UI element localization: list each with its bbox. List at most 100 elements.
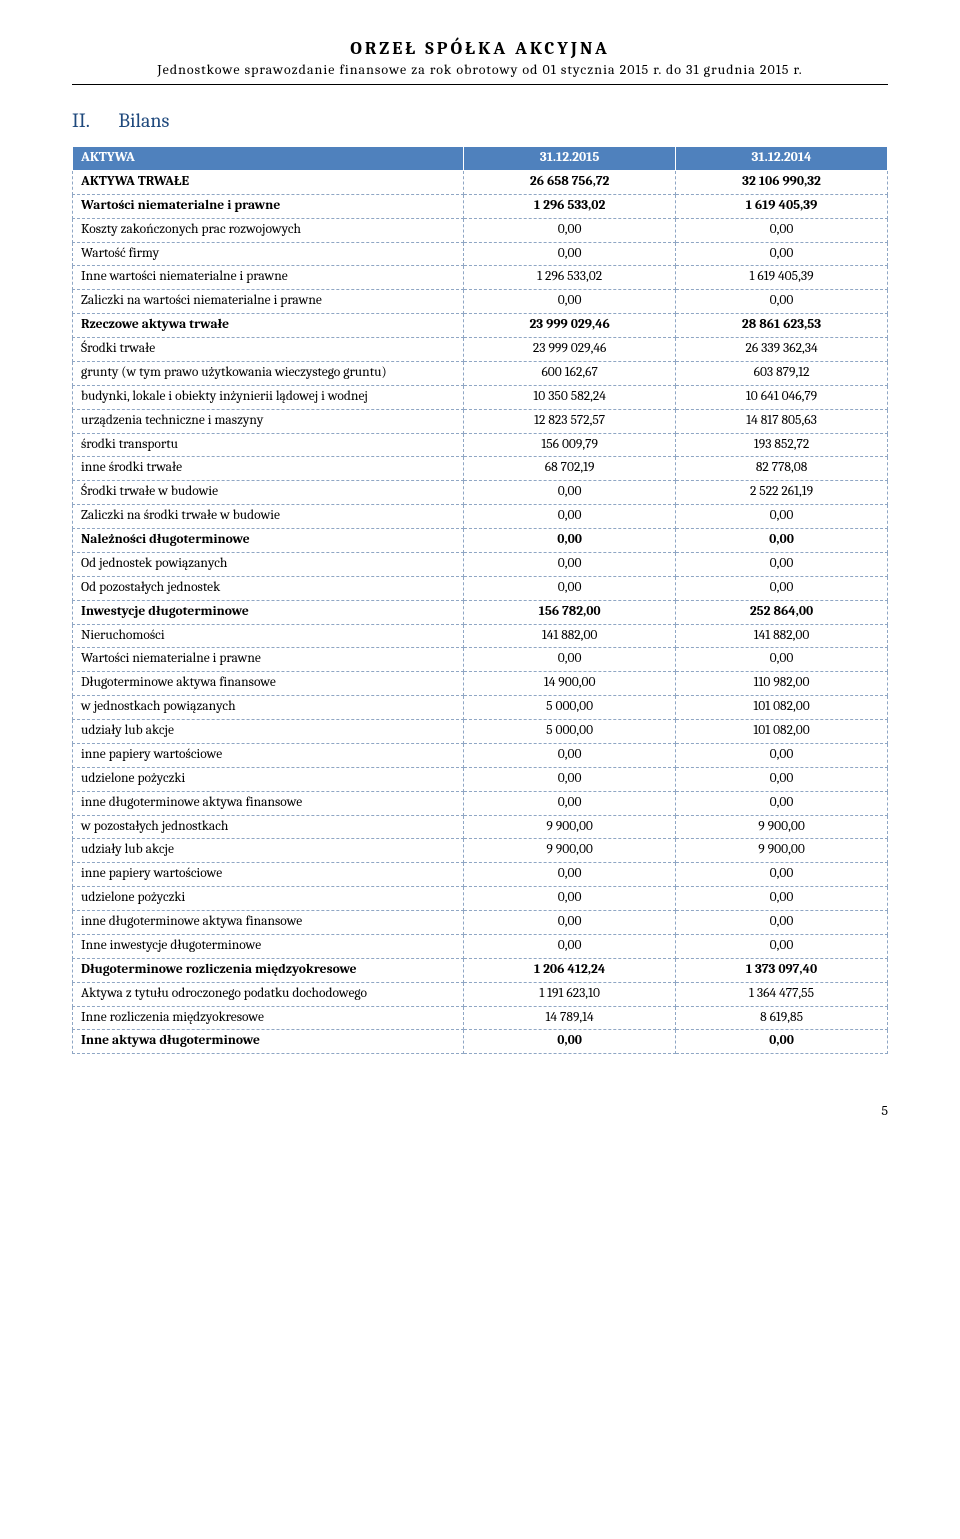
row-value-2: 110 982,00 bbox=[676, 672, 888, 696]
table-row: Inne inwestycje długoterminowe0,000,00 bbox=[73, 934, 888, 958]
row-label: Od pozostałych jednostek bbox=[73, 576, 464, 600]
table-row: udzielone pożyczki0,000,00 bbox=[73, 887, 888, 911]
table-row: Środki trwałe w budowie0,002 522 261,19 bbox=[73, 481, 888, 505]
row-value-1: 10 350 582,24 bbox=[464, 385, 676, 409]
row-value-1: 68 702,19 bbox=[464, 457, 676, 481]
row-label: udzielone pożyczki bbox=[73, 767, 464, 791]
table-row: środki transportu156 009,79193 852,72 bbox=[73, 433, 888, 457]
row-label: Rzeczowe aktywa trwałe bbox=[73, 314, 464, 338]
row-label: Inne inwestycje długoterminowe bbox=[73, 934, 464, 958]
row-value-1: 1 206 412,24 bbox=[464, 958, 676, 982]
row-value-1: 1 191 623,10 bbox=[464, 982, 676, 1006]
row-label: Wartości niematerialne i prawne bbox=[73, 194, 464, 218]
table-header-col1: 31.12.2015 bbox=[464, 147, 676, 171]
table-header-label: AKTYWA bbox=[73, 147, 464, 171]
table-row: Inne aktywa długoterminowe0,000,00 bbox=[73, 1030, 888, 1054]
table-row: grunty (w tym prawo użytkowania wieczyst… bbox=[73, 361, 888, 385]
section-heading: II. Bilans bbox=[72, 109, 888, 132]
section-number: II. bbox=[72, 109, 114, 132]
row-value-2: 1 619 405,39 bbox=[676, 266, 888, 290]
row-value-1: 156 009,79 bbox=[464, 433, 676, 457]
row-value-2: 101 082,00 bbox=[676, 720, 888, 744]
table-row: Długoterminowe rozliczenia międzyokresow… bbox=[73, 958, 888, 982]
row-value-2: 141 882,00 bbox=[676, 624, 888, 648]
table-row: Od pozostałych jednostek0,000,00 bbox=[73, 576, 888, 600]
row-label: Zaliczki na wartości niematerialne i pra… bbox=[73, 290, 464, 314]
row-value-2: 10 641 046,79 bbox=[676, 385, 888, 409]
table-row: inne papiery wartościowe0,000,00 bbox=[73, 863, 888, 887]
table-row: Inwestycje długoterminowe156 782,00252 8… bbox=[73, 600, 888, 624]
row-value-2: 0,00 bbox=[676, 552, 888, 576]
row-label: Środki trwałe w budowie bbox=[73, 481, 464, 505]
row-label: udzielone pożyczki bbox=[73, 887, 464, 911]
row-value-2: 1 373 097,40 bbox=[676, 958, 888, 982]
row-value-1: 0,00 bbox=[464, 290, 676, 314]
row-value-2: 0,00 bbox=[676, 218, 888, 242]
row-value-1: 0,00 bbox=[464, 743, 676, 767]
balance-table: AKTYWA31.12.201531.12.2014AKTYWA TRWAŁE2… bbox=[72, 146, 888, 1054]
row-value-2: 28 861 623,53 bbox=[676, 314, 888, 338]
row-label: Od jednostek powiązanych bbox=[73, 552, 464, 576]
row-value-1: 0,00 bbox=[464, 934, 676, 958]
table-row: Środki trwałe23 999 029,4626 339 362,34 bbox=[73, 338, 888, 362]
row-label: inne papiery wartościowe bbox=[73, 863, 464, 887]
row-value-1: 5 000,00 bbox=[464, 720, 676, 744]
row-value-2: 0,00 bbox=[676, 648, 888, 672]
row-value-2: 26 339 362,34 bbox=[676, 338, 888, 362]
row-value-1: 0,00 bbox=[464, 218, 676, 242]
row-value-2: 0,00 bbox=[676, 887, 888, 911]
table-row: Nieruchomości141 882,00141 882,00 bbox=[73, 624, 888, 648]
row-label: AKTYWA TRWAŁE bbox=[73, 170, 464, 194]
row-value-1: 26 658 756,72 bbox=[464, 170, 676, 194]
table-row: Długoterminowe aktywa finansowe14 900,00… bbox=[73, 672, 888, 696]
row-label: inne długoterminowe aktywa finansowe bbox=[73, 911, 464, 935]
row-value-1: 0,00 bbox=[464, 863, 676, 887]
table-row: budynki, lokale i obiekty inżynierii ląd… bbox=[73, 385, 888, 409]
row-value-2: 2 522 261,19 bbox=[676, 481, 888, 505]
row-value-2: 0,00 bbox=[676, 863, 888, 887]
row-value-1: 1 296 533,02 bbox=[464, 194, 676, 218]
row-label: Długoterminowe rozliczenia międzyokresow… bbox=[73, 958, 464, 982]
section-title-text: Bilans bbox=[118, 109, 169, 132]
row-label: środki transportu bbox=[73, 433, 464, 457]
row-label: Inwestycje długoterminowe bbox=[73, 600, 464, 624]
table-row: Zaliczki na środki trwałe w budowie0,000… bbox=[73, 505, 888, 529]
row-value-1: 0,00 bbox=[464, 1030, 676, 1054]
row-value-2: 32 106 990,32 bbox=[676, 170, 888, 194]
table-row: inne długoterminowe aktywa finansowe0,00… bbox=[73, 911, 888, 935]
report-subtitle: Jednostkowe sprawozdanie finansowe za ro… bbox=[72, 61, 888, 85]
table-row: Od jednostek powiązanych0,000,00 bbox=[73, 552, 888, 576]
page-number: 5 bbox=[0, 1072, 960, 1119]
row-label: Środki trwałe bbox=[73, 338, 464, 362]
row-value-1: 14 789,14 bbox=[464, 1006, 676, 1030]
row-value-1: 5 000,00 bbox=[464, 696, 676, 720]
row-value-1: 0,00 bbox=[464, 767, 676, 791]
row-label: Nieruchomości bbox=[73, 624, 464, 648]
table-row: w pozostałych jednostkach9 900,009 900,0… bbox=[73, 815, 888, 839]
row-value-2: 1 619 405,39 bbox=[676, 194, 888, 218]
row-value-2: 9 900,00 bbox=[676, 839, 888, 863]
row-value-2: 0,00 bbox=[676, 791, 888, 815]
row-value-2: 0,00 bbox=[676, 934, 888, 958]
row-value-1: 12 823 572,57 bbox=[464, 409, 676, 433]
row-label: inne długoterminowe aktywa finansowe bbox=[73, 791, 464, 815]
row-label: grunty (w tym prawo użytkowania wieczyst… bbox=[73, 361, 464, 385]
row-label: Aktywa z tytułu odroczonego podatku doch… bbox=[73, 982, 464, 1006]
row-value-2: 0,00 bbox=[676, 242, 888, 266]
row-label: Długoterminowe aktywa finansowe bbox=[73, 672, 464, 696]
table-row: inne środki trwałe68 702,1982 778,08 bbox=[73, 457, 888, 481]
table-row: udziały lub akcje5 000,00101 082,00 bbox=[73, 720, 888, 744]
table-row: Należności długoterminowe0,000,00 bbox=[73, 529, 888, 553]
row-value-1: 0,00 bbox=[464, 648, 676, 672]
row-value-1: 141 882,00 bbox=[464, 624, 676, 648]
row-value-1: 0,00 bbox=[464, 911, 676, 935]
table-header-col2: 31.12.2014 bbox=[676, 147, 888, 171]
company-title: ORZEŁ SPÓŁKA AKCYJNA bbox=[72, 38, 888, 59]
row-value-2: 82 778,08 bbox=[676, 457, 888, 481]
row-value-1: 0,00 bbox=[464, 529, 676, 553]
row-value-1: 600 162,67 bbox=[464, 361, 676, 385]
row-value-2: 14 817 805,63 bbox=[676, 409, 888, 433]
row-value-1: 23 999 029,46 bbox=[464, 338, 676, 362]
row-label: Inne wartości niematerialne i prawne bbox=[73, 266, 464, 290]
row-value-1: 0,00 bbox=[464, 481, 676, 505]
